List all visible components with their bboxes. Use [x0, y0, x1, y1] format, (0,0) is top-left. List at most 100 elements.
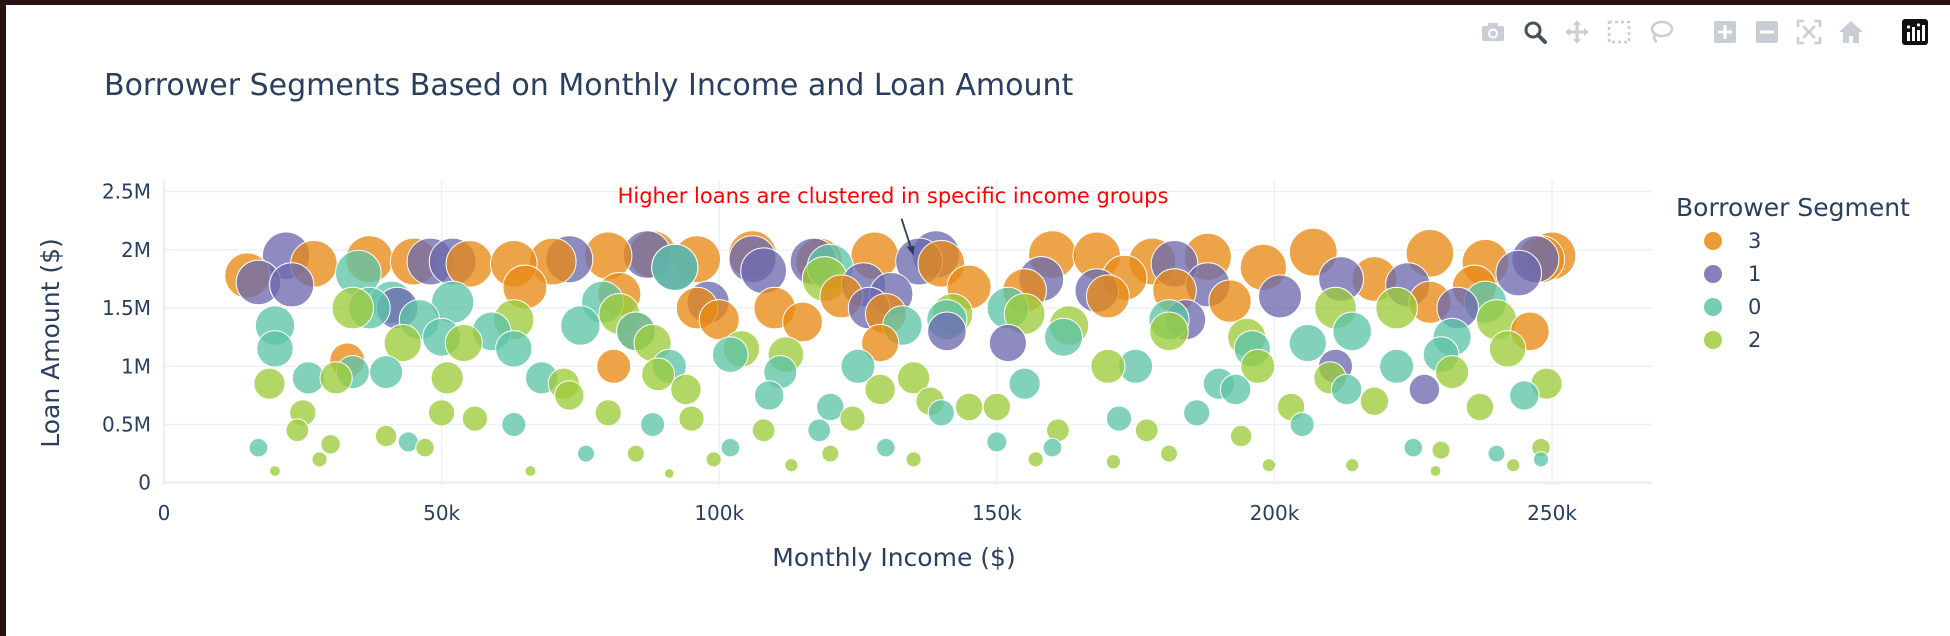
scatter-point-segment-2[interactable]	[311, 451, 328, 468]
plot-area[interactable]	[224, 227, 1577, 479]
scatter-point-segment-2[interactable]	[430, 361, 464, 395]
scatter-point-segment-0[interactable]	[816, 392, 845, 422]
scatter-point-segment-2[interactable]	[461, 405, 488, 432]
scatter-point-segment-2[interactable]	[905, 451, 922, 468]
scatter-point-segment-0[interactable]	[1105, 405, 1133, 432]
scatter-point-segment-2[interactable]	[678, 405, 705, 432]
scatter-point-segment-0[interactable]	[927, 399, 955, 427]
scatter-point-segment-0[interactable]	[1379, 348, 1415, 384]
scatter-point-segment-0[interactable]	[651, 243, 699, 291]
scatter-point-segment-1[interactable]	[988, 323, 1028, 363]
scatter-point-segment-3[interactable]	[445, 239, 494, 288]
box-select-icon[interactable]	[1602, 15, 1636, 49]
scatter-point-segment-0[interactable]	[369, 355, 404, 390]
scatter-point-segment-1[interactable]	[1258, 274, 1302, 319]
legend[interactable]: Borrower Segment 3 1 0 2	[1676, 193, 1910, 352]
pan-icon[interactable]	[1560, 15, 1594, 49]
scatter-point-segment-2[interactable]	[1488, 330, 1527, 368]
scatter-point-segment-2[interactable]	[594, 399, 622, 427]
scatter-point-segment-0[interactable]	[577, 444, 595, 463]
scatter-point-segment-2[interactable]	[705, 451, 722, 468]
scatter-point-segment-3[interactable]	[861, 323, 900, 363]
scatter-point-segment-0[interactable]	[712, 336, 749, 373]
scatter-point-segment-2[interactable]	[1240, 348, 1276, 384]
scatter-point-segment-2[interactable]	[428, 399, 456, 427]
scatter-point-segment-0[interactable]	[1330, 373, 1363, 406]
scatter-point-segment-0[interactable]	[1288, 323, 1327, 363]
scatter-point-segment-0[interactable]	[1008, 367, 1041, 400]
scatter-point-segment-2[interactable]	[626, 444, 645, 463]
scatter-point-segment-2[interactable]	[444, 323, 483, 363]
lasso-select-icon[interactable]	[1644, 15, 1678, 49]
scatter-point-segment-2[interactable]	[784, 458, 799, 473]
scatter-point-segment-2[interactable]	[269, 465, 281, 477]
scatter-point-segment-0[interactable]	[754, 380, 785, 411]
scatter-point-segment-2[interactable]	[285, 418, 310, 443]
scatter-point-segment-2[interactable]	[1134, 418, 1159, 443]
zoom-icon[interactable]	[1518, 15, 1552, 49]
legend-item-segment-3[interactable]: 3	[1704, 229, 1761, 253]
scatter-point-segment-2[interactable]	[1261, 458, 1277, 473]
scatter-point-segment-2[interactable]	[839, 405, 866, 432]
scatter-point-segment-2[interactable]	[751, 418, 776, 443]
scatter-point-segment-2[interactable]	[1375, 286, 1418, 330]
scatter-point-segment-1[interactable]	[1495, 249, 1542, 297]
scatter-point-segment-0[interactable]	[1509, 380, 1540, 411]
legend-item-segment-2[interactable]: 2	[1704, 328, 1761, 352]
zoom-in-icon[interactable]	[1708, 15, 1742, 49]
scatter-point-segment-0[interactable]	[720, 437, 741, 458]
scatter-point-segment-2[interactable]	[1027, 451, 1044, 468]
autoscale-icon[interactable]	[1792, 15, 1826, 49]
scatter-point-segment-0[interactable]	[1487, 444, 1506, 463]
scatter-point-segment-1[interactable]	[740, 247, 787, 295]
scatter-point-segment-2[interactable]	[374, 424, 398, 448]
scatter-point-segment-3[interactable]	[698, 299, 740, 341]
scatter-point-segment-0[interactable]	[640, 412, 666, 437]
scatter-point-segment-2[interactable]	[1506, 458, 1521, 473]
scatter-point-segment-2[interactable]	[1229, 424, 1253, 448]
scatter-point-segment-0[interactable]	[495, 330, 533, 368]
scatter-point-segment-2[interactable]	[383, 323, 422, 363]
scatter-point-segment-2[interactable]	[864, 373, 896, 406]
scatter-point-segment-2[interactable]	[1345, 458, 1360, 473]
scatter-point-segment-2[interactable]	[253, 367, 286, 400]
scatter-point-segment-0[interactable]	[1289, 412, 1315, 437]
legend-item-segment-1[interactable]: 1	[1704, 262, 1761, 286]
scatter-point-segment-0[interactable]	[560, 305, 601, 346]
scatter-point-segment-2[interactable]	[641, 357, 675, 392]
scatter-point-segment-2[interactable]	[664, 468, 675, 479]
scatter-point-segment-2[interactable]	[1435, 355, 1470, 390]
scatter-point-segment-3[interactable]	[1085, 274, 1130, 319]
scatter-point-segment-0[interactable]	[840, 348, 876, 384]
scatter-point-segment-2[interactable]	[897, 361, 931, 395]
scatter-point-segment-2[interactable]	[982, 392, 1011, 422]
scatter-point-segment-2[interactable]	[1149, 311, 1189, 352]
plotly-logo-icon[interactable]	[1898, 15, 1932, 49]
scatter-point-segment-2[interactable]	[415, 437, 435, 458]
reset-axes-icon[interactable]	[1834, 15, 1868, 49]
scatter-point-segment-0[interactable]	[807, 418, 832, 443]
scatter-point-segment-2[interactable]	[319, 361, 353, 395]
legend-item-segment-0[interactable]: 0	[1704, 295, 1761, 319]
scatter-point-segment-1[interactable]	[1408, 373, 1441, 406]
scatter-point-segment-2[interactable]	[821, 444, 840, 463]
scatter-point-segment-1[interactable]	[927, 311, 967, 352]
scatter-point-segment-2[interactable]	[1429, 465, 1442, 477]
camera-icon[interactable]	[1476, 15, 1510, 49]
scatter-point-segment-3[interactable]	[1208, 279, 1252, 323]
scatter-point-segment-2[interactable]	[554, 380, 585, 411]
scatter-point-segment-3[interactable]	[782, 301, 823, 343]
scatter-point-segment-2[interactable]	[670, 373, 702, 406]
scatter-point-segment-2[interactable]	[954, 392, 984, 422]
scatter-point-segment-2[interactable]	[1359, 386, 1390, 416]
scatter-point-segment-0[interactable]	[1044, 317, 1083, 357]
scatter-point-segment-0[interactable]	[1532, 451, 1550, 468]
scatter-point-segment-0[interactable]	[1403, 437, 1424, 458]
scatter-point-segment-2[interactable]	[524, 465, 537, 477]
scatter-point-segment-2[interactable]	[1105, 454, 1122, 470]
scatter-point-segment-0[interactable]	[501, 412, 527, 437]
scatter-point-segment-3[interactable]	[596, 348, 632, 384]
scatter-point-segment-2[interactable]	[331, 286, 375, 330]
scatter-point-segment-2[interactable]	[1431, 440, 1451, 460]
scatter-point-segment-0[interactable]	[1042, 437, 1063, 458]
